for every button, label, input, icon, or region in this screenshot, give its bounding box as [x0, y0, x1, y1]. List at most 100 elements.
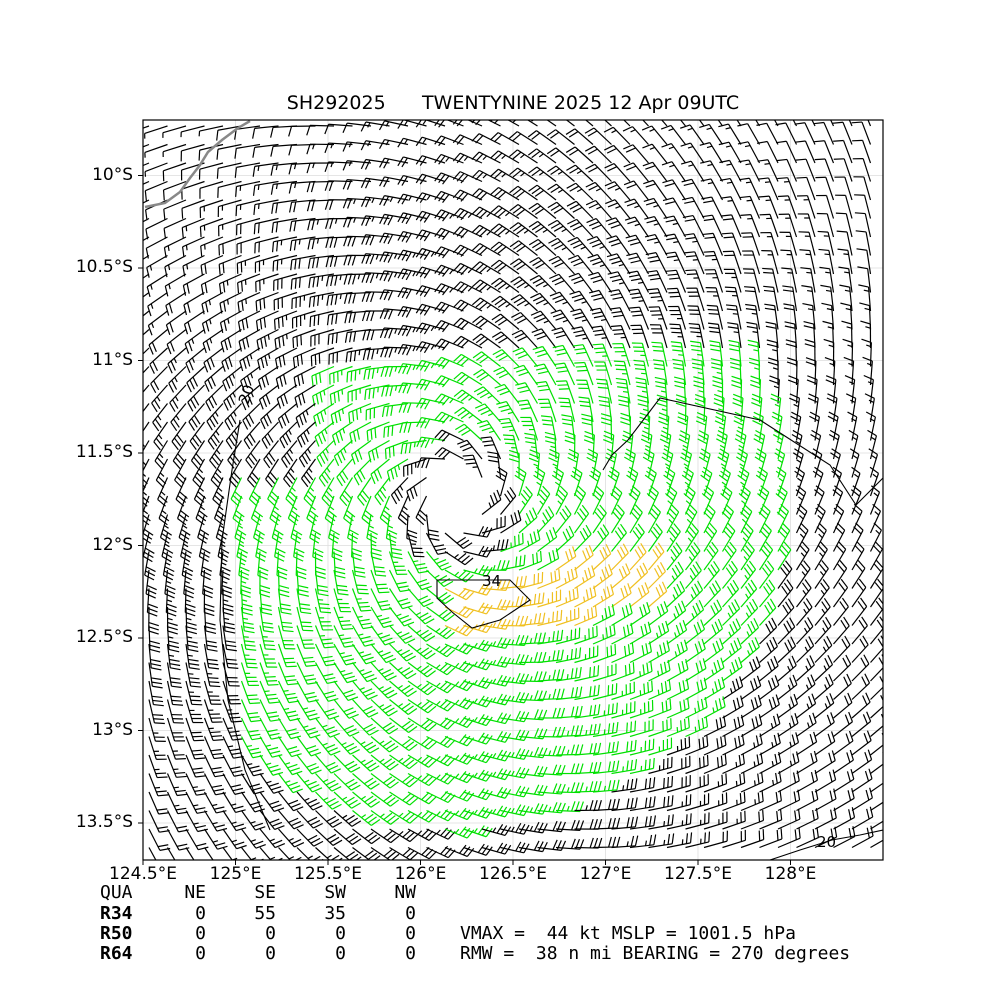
wind-barb-feather — [516, 190, 526, 199]
wind-barb-feather — [415, 192, 423, 202]
wind-barb-feather — [554, 298, 566, 304]
wind-barb-feather — [538, 153, 544, 158]
wind-barb-feather — [434, 338, 442, 348]
wind-barb-feather — [288, 126, 293, 137]
wind-barb-feather — [391, 547, 402, 551]
wind-barb-feather — [419, 629, 429, 637]
wind-barb-feather — [723, 236, 735, 239]
wind-barb-feather — [829, 429, 840, 437]
wind-barb-feather — [735, 618, 742, 629]
wind-barb-feather — [463, 156, 469, 161]
wind-barb-feather — [423, 685, 433, 693]
wind-barb-feather — [434, 574, 440, 579]
wind-barb-feather — [496, 637, 503, 648]
wind-barb-feather — [307, 448, 312, 454]
wind-barb-feather — [690, 545, 698, 555]
wind-barb-feather — [808, 393, 819, 399]
wind-barb — [217, 143, 242, 150]
wind-barb-feather — [679, 581, 686, 591]
wind-barb-feather — [346, 371, 349, 383]
wind-barb-feather — [312, 162, 315, 169]
wind-barb-feather — [312, 296, 316, 307]
wind-barb-feather — [449, 398, 454, 404]
wind-barb-feather — [205, 626, 216, 630]
wind-barb — [755, 120, 761, 127]
wind-barb-feather — [803, 325, 815, 329]
wind-barb-feather — [682, 444, 688, 449]
wind-barb-feather — [413, 441, 416, 448]
wind-barb-feather — [226, 648, 237, 652]
wind-barb-feather — [460, 285, 469, 294]
wind-barb-feather — [166, 344, 172, 355]
wind-barb-feather — [765, 623, 772, 634]
wind-barb-feather — [456, 136, 465, 145]
wind-barb-feather — [345, 693, 356, 698]
wind-barb-feather — [533, 313, 544, 320]
wind-barb-feather — [576, 351, 587, 355]
wind-barb-feather — [512, 347, 523, 353]
wind-barb-feather — [627, 470, 637, 478]
wind-barb-feather — [404, 687, 414, 695]
wind-barb-feather — [420, 665, 430, 673]
wind-barb-feather — [856, 582, 864, 592]
wind-barb-feather — [674, 384, 685, 389]
wind-barb-feather — [556, 649, 560, 661]
wind-barb-feather — [672, 362, 684, 366]
wind-barb-feather — [496, 618, 503, 629]
wind-barb-feather — [535, 298, 546, 305]
wind-barb-feather — [741, 507, 751, 516]
wind-barb-feather — [392, 445, 395, 457]
wind-barb-feather — [585, 524, 592, 535]
wind-barb-feather — [731, 375, 742, 381]
wind-barb-feather — [442, 249, 450, 259]
wind-barb-feather — [660, 124, 672, 130]
wind-barb-feather — [525, 441, 536, 445]
wind-barb-feather — [452, 189, 461, 199]
wind-barb-feather — [261, 603, 272, 607]
wind-barb-feather — [587, 253, 598, 259]
wind-barb-feather — [627, 270, 638, 274]
wind-barb-feather — [627, 583, 632, 594]
wind-barb-feather — [497, 319, 508, 326]
wind-barb-feather — [654, 376, 666, 381]
wind-barb-feather — [415, 379, 423, 389]
wind-barb-feather — [296, 355, 300, 367]
wind-barb — [870, 647, 883, 663]
wind-barb-feather — [823, 597, 831, 608]
wind-barb-feather — [799, 544, 808, 554]
wind-barb-feather — [582, 337, 588, 340]
wind-barb-feather — [618, 403, 629, 408]
wind-barb-feather — [542, 671, 547, 682]
wind-barb-feather — [383, 427, 386, 438]
wind-barb-feather — [416, 665, 422, 670]
wind-barb-feather — [445, 614, 455, 622]
wind-barb-feather — [669, 537, 674, 543]
wind-barb-feather — [186, 622, 197, 626]
wind-barb-feather — [755, 429, 765, 437]
wind-barb-feather — [585, 181, 596, 188]
wind-barb-feather — [471, 243, 481, 252]
wind-barb-feather — [673, 523, 681, 532]
wind-barb-feather — [496, 369, 507, 376]
wind-barb-feather — [222, 580, 228, 584]
wind-barb-feather — [249, 498, 258, 507]
wind-barb-feather — [347, 198, 352, 209]
wind-barb-feather — [570, 474, 580, 482]
wind-barb-feather — [181, 227, 184, 238]
wind-barb-feather — [302, 656, 314, 660]
wind-barb-feather — [436, 700, 441, 706]
wind-barb-feather — [419, 361, 427, 371]
wind-barb-feather — [538, 671, 543, 682]
wind-barb-feather — [259, 318, 263, 330]
wind-barb-feather — [379, 517, 389, 526]
wind-barb-feather — [383, 196, 390, 206]
wind-barb-feather — [740, 511, 749, 520]
wind-barb — [867, 268, 872, 293]
wind-barb-feather — [335, 574, 346, 579]
wind-barb-feather — [183, 304, 188, 316]
wind-barb-feather — [653, 363, 665, 367]
wind-barb-feather — [602, 546, 609, 557]
wind-barb-feather — [655, 523, 663, 533]
wind-barb-feather — [763, 285, 774, 289]
wind-barb-feather — [509, 222, 519, 230]
